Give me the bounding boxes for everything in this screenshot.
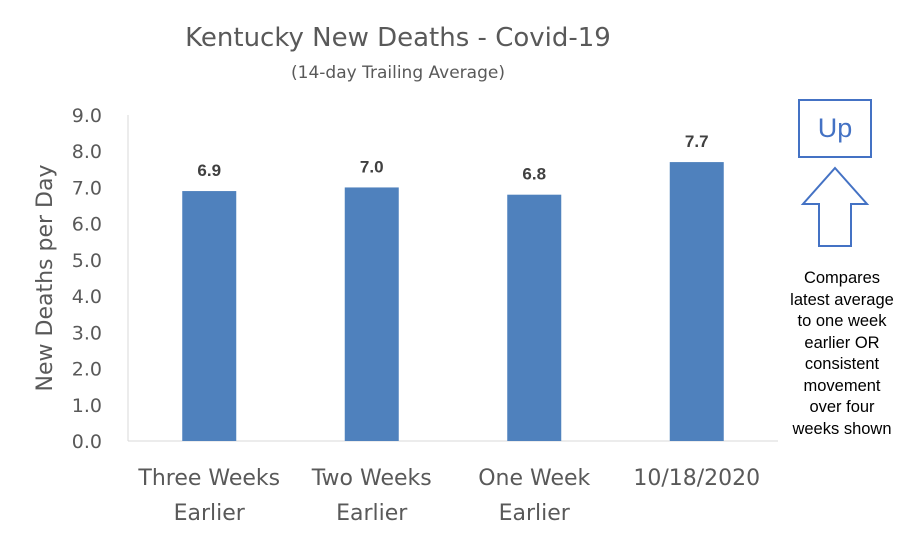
bar	[182, 191, 237, 441]
trend-label: Up	[817, 113, 853, 143]
y-tick-label: 4.0	[72, 286, 102, 308]
y-axis-label: New Deaths per Day	[33, 165, 58, 392]
bar	[507, 194, 562, 441]
x-category-label: Earlier	[336, 501, 408, 526]
note-line: earlier OR	[804, 333, 880, 352]
y-tick-label: 0.0	[72, 431, 102, 453]
category-labels: Three Weeks Earlier Two Weeks Earlier One We…	[137, 466, 760, 526]
data-labels: 6.9 7.0 6.8 7.7	[197, 132, 708, 184]
trend-badge: Up	[798, 99, 872, 158]
x-category-label: One Week	[478, 466, 590, 491]
y-tick-label: 8.0	[72, 141, 102, 163]
data-label: 7.0	[360, 157, 384, 176]
note-line: movement	[803, 376, 881, 395]
x-category-label: Earlier	[174, 501, 246, 526]
chart-title: Kentucky New Deaths - Covid-19	[185, 23, 611, 53]
x-category-label: Earlier	[499, 501, 571, 526]
x-category-label: Three Weeks	[137, 466, 280, 491]
up-arrow-icon	[800, 166, 870, 247]
y-tick-label: 6.0	[72, 214, 102, 236]
y-tick-label: 2.0	[72, 359, 102, 381]
note-line: consistent	[804, 355, 880, 373]
note-line: latest average	[790, 290, 894, 309]
x-category-label: Two Weeks	[311, 466, 432, 491]
note-line: Compares	[803, 269, 881, 287]
y-tick-label: 7.0	[72, 177, 102, 199]
x-category-label: 10/18/2020	[633, 466, 760, 491]
chart-subtitle: (14-day Trailing Average)	[291, 63, 505, 83]
data-label: 6.9	[197, 161, 221, 180]
data-label: 7.7	[685, 132, 709, 151]
note-line: to one week	[797, 312, 887, 330]
bars	[182, 162, 724, 442]
y-tick-label: 3.0	[72, 322, 102, 344]
trend-note: Compares latest average to one week earlier…	[768, 268, 916, 440]
note-line: over four	[809, 398, 875, 416]
bar	[344, 187, 399, 441]
bar	[669, 162, 724, 442]
y-tick-label: 1.0	[72, 395, 102, 417]
y-tick-label: 5.0	[72, 250, 102, 272]
y-ticks: 0.0 1.0 2.0 3.0 4.0 5.0 6.0 7.0 8.0 9.0	[72, 105, 102, 453]
y-tick-label: 9.0	[72, 105, 102, 127]
data-label: 6.8	[522, 165, 546, 184]
note-line: weeks shown	[792, 419, 892, 438]
